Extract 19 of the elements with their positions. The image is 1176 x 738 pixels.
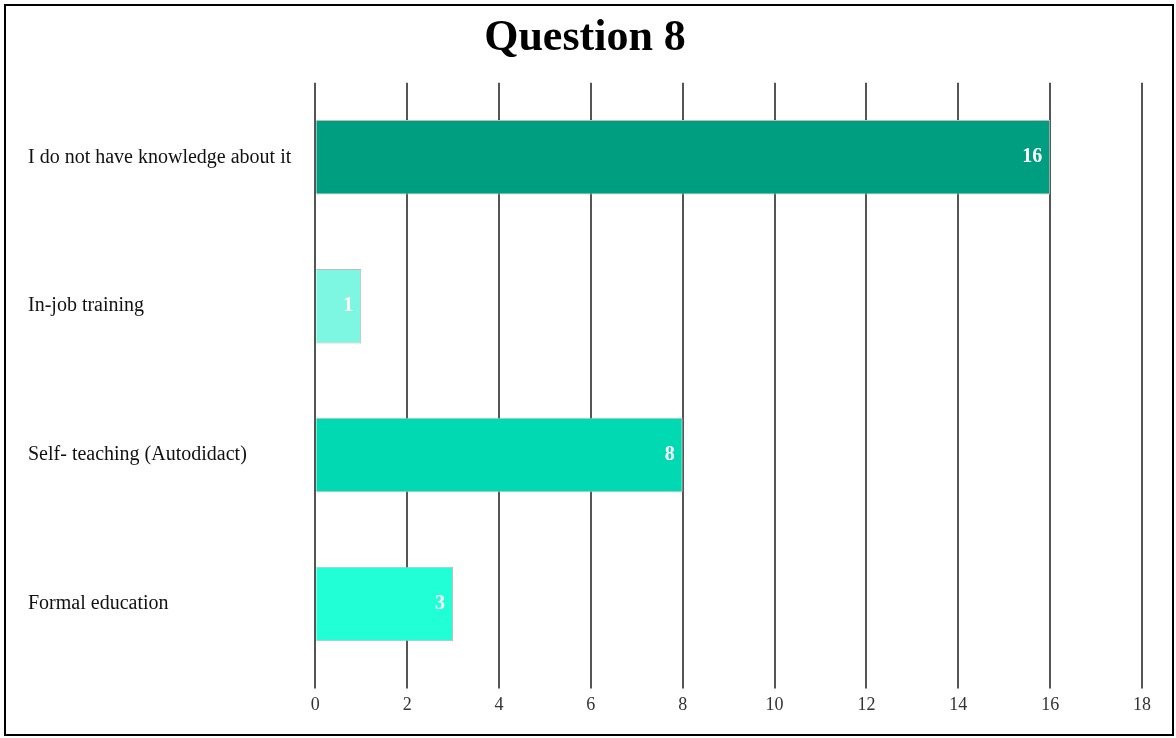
- data-label: 3: [435, 591, 446, 614]
- x-tick-label: 14: [949, 693, 968, 714]
- chart-title: Question 8: [484, 10, 686, 60]
- y-tick-label: Self- teaching (Autodidact): [28, 442, 247, 466]
- x-tick-label: 10: [765, 693, 784, 714]
- x-tick-label: 12: [857, 693, 876, 714]
- x-tick-label: 18: [1133, 693, 1151, 714]
- y-tick-label: Formal education: [28, 591, 169, 614]
- x-tick-label: 16: [1041, 693, 1060, 714]
- data-label: 1: [343, 293, 354, 316]
- y-tick-label: I do not have knowledge about it: [28, 144, 292, 168]
- data-label: 16: [1022, 144, 1043, 167]
- x-tick-label: 6: [586, 693, 596, 714]
- y-tick-label: In-job training: [28, 293, 145, 317]
- x-tick-label: 4: [494, 693, 504, 714]
- x-tick-label: 0: [310, 693, 320, 714]
- x-tick-label: 8: [678, 693, 688, 714]
- x-tick-label: 2: [402, 693, 412, 714]
- data-label: 8: [664, 442, 675, 465]
